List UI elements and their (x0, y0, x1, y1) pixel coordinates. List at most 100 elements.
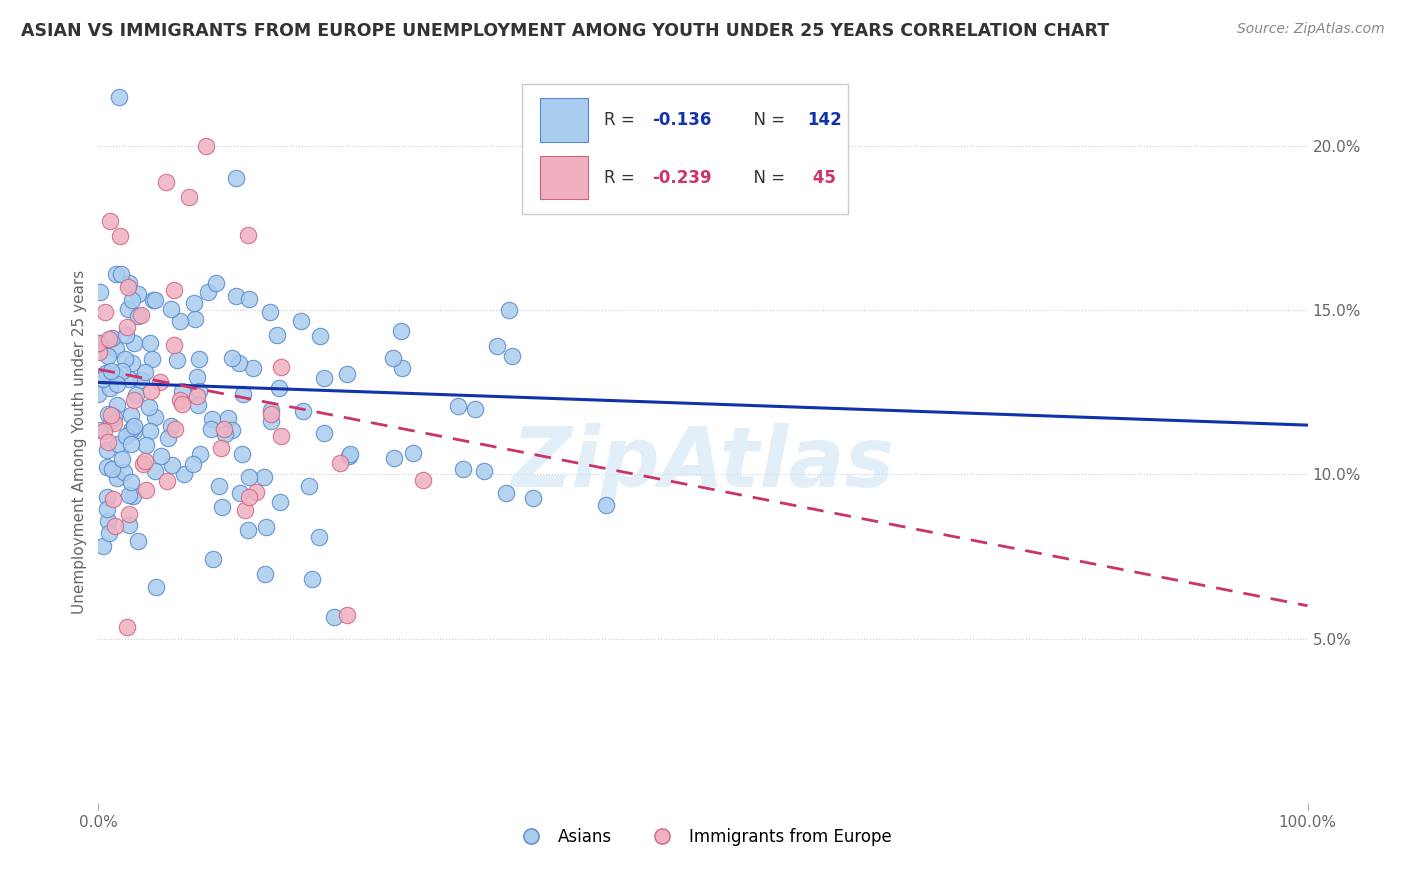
Point (486, 338, 509, 352)
Point (382, 451, 405, 466)
Point (160, 418, 183, 433)
Point (522, 491, 544, 506)
Point (98, 214, 121, 228)
Text: ASIAN VS IMMIGRANTS FROM EUROPE UNEMPLOYMENT AMONG YOUTH UNDER 25 YEARS CORRELAT: ASIAN VS IMMIGRANTS FROM EUROPE UNEMPLOY… (21, 22, 1109, 40)
Point (270, 428, 292, 442)
Point (292, 403, 315, 417)
Point (120, 475, 142, 489)
Point (187, 398, 209, 412)
Point (117, 301, 139, 316)
Point (118, 507, 141, 521)
Point (134, 454, 156, 468)
Point (232, 387, 254, 401)
Point (253, 470, 276, 484)
Point (87, 344, 110, 359)
Point (211, 500, 233, 515)
Point (121, 489, 143, 503)
Point (270, 359, 292, 374)
Point (301, 572, 323, 586)
Point (115, 319, 138, 334)
Point (595, 498, 617, 512)
Point (127, 310, 149, 324)
Point (143, 464, 166, 478)
Point (143, 293, 166, 308)
Point (103, 416, 125, 430)
Point (107, 436, 129, 450)
Point (105, 342, 128, 356)
Point (120, 423, 142, 437)
Point (122, 424, 145, 438)
Point (259, 305, 281, 319)
Point (212, 422, 235, 436)
Text: Source: ZipAtlas.com: Source: ZipAtlas.com (1237, 22, 1385, 37)
Point (200, 422, 222, 436)
Point (87, 386, 110, 401)
Point (89, 335, 111, 350)
Point (114, 352, 136, 367)
Point (260, 402, 283, 417)
Point (142, 293, 165, 308)
Point (314, 425, 336, 440)
Point (169, 314, 191, 328)
Point (322, 610, 344, 624)
Point (183, 311, 205, 326)
Point (170, 384, 193, 399)
Point (156, 474, 179, 488)
Point (112, 465, 135, 479)
Text: 45: 45 (807, 169, 835, 186)
Point (96, 502, 118, 516)
Point (217, 411, 239, 425)
Text: R =: R = (603, 169, 640, 186)
Point (187, 384, 209, 398)
Point (107, 89, 129, 103)
Point (267, 381, 290, 395)
Point (402, 446, 425, 460)
FancyBboxPatch shape (522, 84, 848, 214)
Point (87, 336, 110, 351)
Point (228, 485, 250, 500)
Point (221, 351, 243, 366)
Point (134, 365, 156, 379)
Point (160, 301, 183, 316)
Point (103, 409, 125, 424)
Point (269, 495, 291, 509)
Point (260, 414, 283, 428)
Point (412, 473, 434, 487)
Point (495, 486, 517, 500)
Point (127, 286, 149, 301)
Point (118, 488, 141, 502)
Point (129, 308, 152, 322)
Point (225, 170, 247, 185)
Point (336, 367, 359, 381)
Point (290, 314, 312, 328)
Text: 142: 142 (807, 111, 842, 129)
Point (236, 523, 259, 537)
Point (214, 427, 236, 442)
Point (110, 267, 132, 281)
Point (238, 292, 260, 306)
Point (187, 352, 209, 367)
Point (139, 335, 162, 350)
Point (98, 381, 121, 395)
Point (135, 438, 157, 452)
Point (141, 352, 163, 367)
Point (100, 414, 122, 428)
Point (474, 465, 496, 479)
Point (245, 485, 267, 500)
Point (162, 283, 184, 297)
Point (238, 470, 260, 484)
Point (127, 534, 149, 549)
Point (104, 368, 127, 382)
Y-axis label: Unemployment Among Youth under 25 years: Unemployment Among Youth under 25 years (72, 269, 87, 614)
Point (221, 423, 243, 437)
Point (98, 333, 121, 347)
Point (117, 280, 139, 294)
Point (97, 407, 120, 421)
Point (139, 424, 162, 438)
Point (105, 398, 128, 412)
Point (166, 353, 188, 368)
Point (209, 441, 232, 455)
Text: N =: N = (742, 111, 790, 129)
Point (201, 412, 224, 426)
Point (381, 351, 404, 365)
